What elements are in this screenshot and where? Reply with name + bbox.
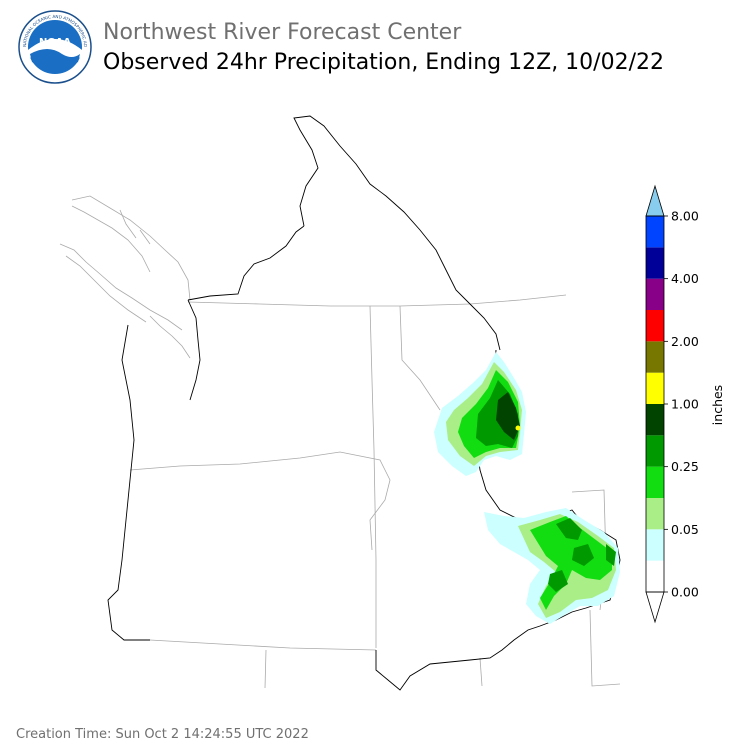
- colorbar-band: [646, 372, 664, 404]
- precip-area-north: [434, 352, 526, 476]
- colorbar-band: [646, 529, 664, 561]
- colorbar-underflow-arrow: [645, 591, 665, 624]
- creation-time: Creation Time: Sun Oct 2 14:24:55 UTC 20…: [16, 727, 309, 742]
- precip-extreme-north: [515, 425, 521, 431]
- precip-heavy-south: [548, 518, 616, 592]
- colorbar-band: [646, 498, 664, 530]
- colorbar-tick-label: 2.00: [671, 334, 699, 349]
- colorbar-tick-label: 0.05: [671, 522, 699, 537]
- precip-veryheavy-north: [496, 392, 520, 440]
- colorbar-band: [646, 560, 664, 592]
- colorbar-ticks: 0.00 0.05 0.25 1.00 2.00 4.00 8.00: [664, 209, 699, 600]
- agency-name: Northwest River Forecast Center: [103, 20, 462, 45]
- colorbar-band: [646, 216, 664, 248]
- colorbar-overflow-arrow: [645, 184, 665, 217]
- precip-area-south: [484, 508, 620, 624]
- colorbar-band: [646, 404, 664, 436]
- map-title: Observed 24hr Precipitation, Ending 12Z,…: [103, 50, 664, 75]
- colorbar-band: [646, 435, 664, 467]
- basin-outline: [107, 115, 621, 691]
- noaa-logo: NOAA NATIONAL OCEANIC AND ATMOSPHERIC AD…: [18, 10, 92, 84]
- colorbar-tick-label: 1.00: [671, 397, 699, 412]
- colorbar-tick-label: 0.00: [671, 585, 699, 600]
- state-borders: [129, 294, 621, 689]
- legend-unit-label: inches: [710, 385, 725, 425]
- colorbar-band: [646, 247, 664, 279]
- colorbar-band: [646, 310, 664, 342]
- logo-text: NOAA: [39, 37, 71, 48]
- coastline-gray: [59, 195, 191, 359]
- colorbar-band: [646, 341, 664, 373]
- colorbar-tick-label: 0.25: [671, 459, 699, 474]
- colorbar-tick-label: 8.00: [671, 209, 699, 224]
- colorbar-tick-label: 4.00: [671, 271, 699, 286]
- colorbar-band: [646, 278, 664, 310]
- colorbar-band: [646, 466, 664, 498]
- colorbar: [645, 184, 665, 624]
